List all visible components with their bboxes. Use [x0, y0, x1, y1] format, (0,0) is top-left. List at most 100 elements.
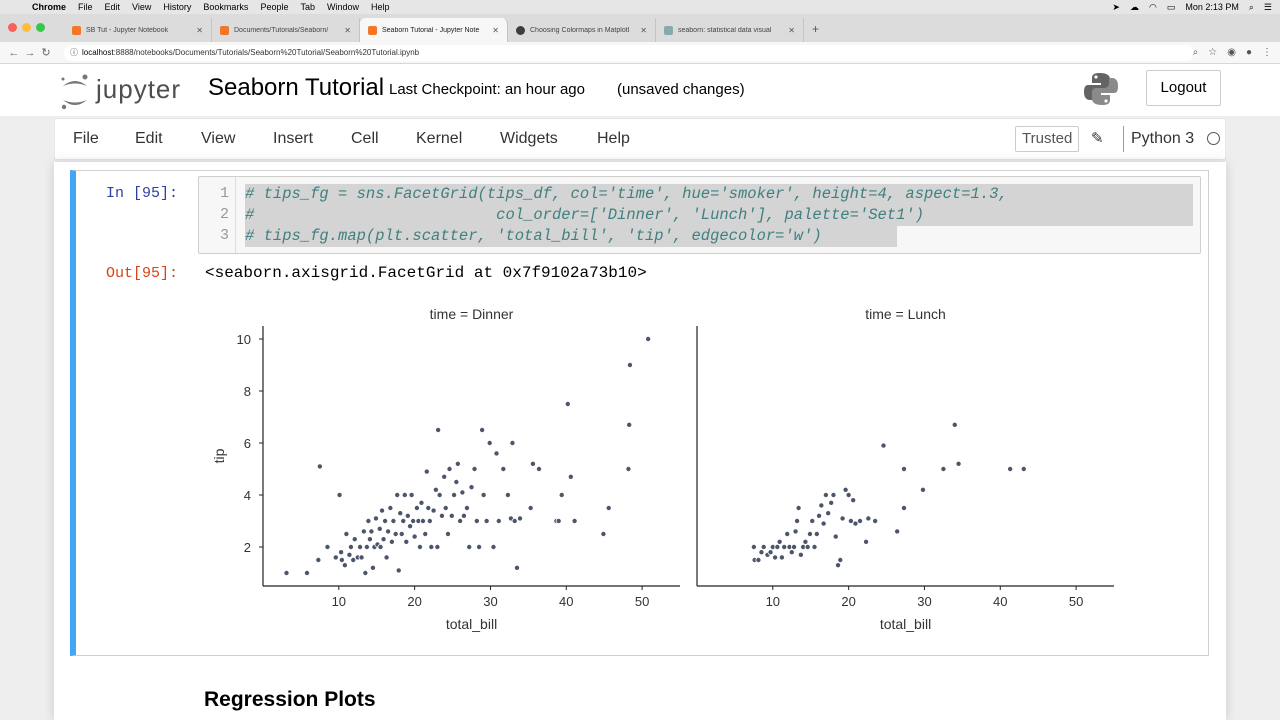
code-cell-selected[interactable]	[70, 170, 1209, 656]
scatter-point	[341, 562, 348, 569]
code-line[interactable]: # col_order=['Dinner', 'Lunch'], palette…	[245, 205, 1193, 226]
notebook-name[interactable]: Seaborn Tutorial	[208, 74, 385, 101]
close-window-icon[interactable]	[8, 23, 17, 32]
scatter-point	[283, 569, 290, 576]
edit-pencil-icon[interactable]: ✎	[1091, 130, 1104, 147]
checkpoint-status: Last Checkpoint: an hour ago	[389, 81, 585, 98]
mac-menu-view[interactable]: View	[132, 2, 152, 12]
mac-menu-tab[interactable]: Tab	[300, 2, 315, 12]
browser-tab[interactable]: Documents/Tutorials/Seaborn/ ✕	[212, 18, 360, 42]
browser-menu-icon[interactable]: ⋮	[1262, 47, 1272, 58]
code-line[interactable]: # tips_fg.map(plt.scatter, 'total_bill',…	[245, 226, 897, 247]
input-prompt: In [95]:	[106, 185, 179, 202]
close-tab-icon[interactable]: ✕	[640, 25, 647, 35]
y-tick-label: 6	[244, 436, 251, 451]
new-tab-icon[interactable]: +	[812, 22, 820, 36]
scatter-point	[365, 517, 372, 524]
url-host: localhost	[82, 47, 114, 57]
scatter-point	[332, 554, 339, 561]
battery-icon[interactable]: ▭	[1166, 2, 1176, 12]
browser-tab-active[interactable]: Seaborn Tutorial - Jupyter Note ✕	[360, 18, 508, 42]
scatter-point	[446, 465, 453, 472]
clock[interactable]: Mon 2:13 PM	[1185, 2, 1239, 12]
scatter-point	[480, 491, 487, 498]
scatter-point	[806, 530, 813, 537]
kernel-name[interactable]: Python 3	[1131, 130, 1195, 147]
scatter-point	[441, 473, 448, 480]
scatter-point	[432, 486, 439, 493]
scatter-point	[363, 543, 370, 550]
browser-tab-strip: SB Tut - Jupyter Notebook ✕ Documents/Tu…	[0, 14, 1280, 42]
menu-widgets[interactable]: Widgets	[500, 130, 558, 147]
x-axis-label: total_bill	[446, 616, 497, 632]
cloud-icon[interactable]: ☁	[1129, 2, 1139, 12]
code-line[interactable]: # tips_fg = sns.FacetGrid(tips_df, col='…	[245, 184, 1193, 205]
menu-help[interactable]: Help	[597, 130, 630, 147]
facet-dinner: time = Dinner 10 20 30 40 50 2 4 6 8 10 total_bill t…	[211, 306, 680, 632]
close-tab-icon[interactable]: ✕	[196, 25, 203, 35]
scatter-point	[781, 543, 788, 550]
browser-tab[interactable]: Choosing Colormaps in Matplotl ✕	[508, 18, 656, 42]
trusted-badge[interactable]: Trusted	[1015, 126, 1080, 152]
scatter-point	[820, 520, 827, 527]
close-tab-icon[interactable]: ✕	[492, 25, 499, 35]
scatter-point	[479, 426, 486, 433]
scatter-point	[951, 421, 958, 428]
url-input[interactable]: ⓘ localhost:8888/notebooks/Documents/Tut…	[64, 44, 1194, 61]
extension-icon[interactable]: ◉	[1227, 47, 1236, 58]
forward-icon[interactable]: →	[24, 46, 36, 59]
info-icon[interactable]: ⓘ	[70, 47, 78, 57]
logout-button[interactable]: Logout	[1146, 70, 1221, 106]
menu-view[interactable]: View	[201, 130, 236, 147]
minimize-window-icon[interactable]	[22, 23, 31, 32]
menu-app-name[interactable]: Chrome	[32, 2, 67, 12]
notification-center-icon[interactable]: ☰	[1263, 2, 1272, 12]
back-icon[interactable]: ←	[8, 46, 20, 59]
scatter-point	[338, 549, 345, 556]
mac-menu-file[interactable]: File	[78, 2, 93, 12]
close-tab-icon[interactable]: ✕	[344, 25, 351, 35]
code-editor[interactable]: 1 2 3 # tips_fg = sns.FacetGrid(tips_df,…	[198, 176, 1201, 254]
scatter-point	[788, 549, 795, 556]
mac-menu-bookmarks[interactable]: Bookmarks	[203, 2, 249, 12]
reload-icon[interactable]: ↻	[41, 47, 51, 59]
mac-menu-history[interactable]: History	[163, 2, 192, 12]
profile-icon[interactable]: ●	[1245, 47, 1252, 58]
mac-menu-people[interactable]: People	[260, 2, 289, 12]
scatter-point	[438, 512, 445, 519]
jupyter-logo[interactable]: jupyter	[58, 72, 192, 112]
y-axis-label: tip	[211, 448, 227, 463]
zoom-icon[interactable]: ⌕	[1192, 47, 1199, 58]
mac-menu-edit[interactable]: Edit	[104, 2, 121, 12]
bookmark-star-icon[interactable]: ☆	[1208, 47, 1218, 58]
menu-file[interactable]: File	[73, 130, 99, 147]
close-tab-icon[interactable]: ✕	[788, 25, 795, 35]
wifi-icon[interactable]: ◠	[1148, 2, 1157, 12]
mac-menu-help[interactable]: Help	[371, 2, 390, 12]
maximize-window-icon[interactable]	[36, 23, 45, 32]
menu-insert[interactable]: Insert	[273, 130, 314, 147]
scatter-point	[842, 486, 849, 493]
x-tick-label: 30	[917, 594, 931, 609]
mac-menu-window[interactable]: Window	[326, 2, 359, 12]
menu-cell[interactable]: Cell	[351, 130, 379, 147]
facet-title: time = Dinner	[430, 306, 514, 322]
location-icon[interactable]: ➤	[1112, 2, 1120, 12]
scatter-point	[350, 556, 357, 563]
section-heading: Regression Plots	[204, 688, 376, 711]
menu-edit[interactable]: Edit	[135, 130, 163, 147]
scatter-point	[453, 478, 460, 485]
scatter-point	[397, 510, 404, 517]
browser-tab[interactable]: seaborn: statistical data visual ✕	[656, 18, 804, 42]
jupyter-favicon-icon	[220, 25, 229, 35]
spotlight-search-icon[interactable]: ⌕	[1248, 2, 1254, 12]
menu-kernel[interactable]: Kernel	[416, 130, 463, 147]
scatter-point	[825, 510, 832, 517]
scatter-point	[369, 564, 376, 571]
scatter-point	[847, 517, 854, 524]
notebook-area[interactable]	[0, 162, 1280, 720]
notebook-page	[54, 162, 1226, 720]
browser-tab[interactable]: SB Tut - Jupyter Notebook ✕	[64, 18, 212, 42]
scatter-point	[818, 502, 825, 509]
notebook-menubar: File Edit View Insert Cell Kernel Widget…	[54, 118, 1226, 160]
